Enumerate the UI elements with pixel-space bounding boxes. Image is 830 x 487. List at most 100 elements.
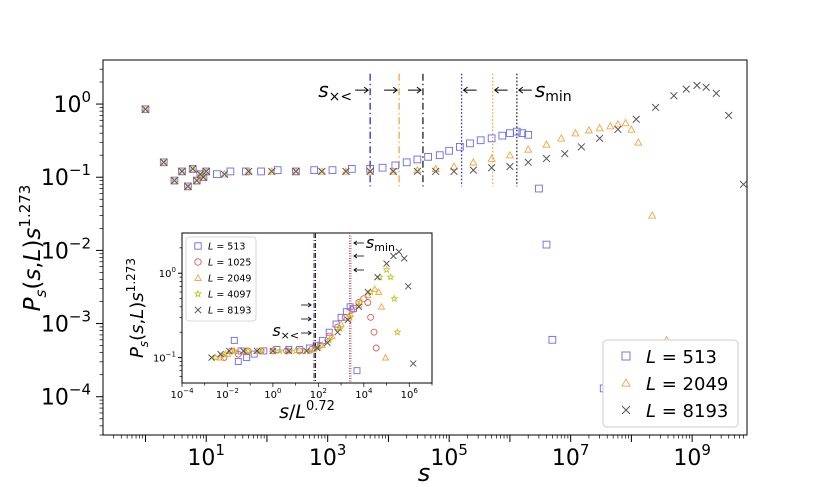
data-point-cross — [614, 125, 622, 134]
data-point-triangle — [291, 167, 301, 175]
data-point-square — [435, 151, 444, 160]
data-point-cross — [188, 165, 197, 173]
inset-data-point-star — [291, 346, 300, 355]
inset-x-tick-label: 106 — [401, 387, 419, 401]
inset-legend-marker-circle — [194, 258, 202, 266]
inset-data-point-cross — [313, 344, 321, 352]
data-point-cross — [268, 167, 276, 176]
inset-data-point-star — [375, 272, 384, 281]
inset-data-point-cross — [383, 260, 390, 267]
data-point-cross — [220, 170, 229, 178]
s-cross-arrow-1-head — [392, 86, 398, 94]
inset-s-cross-arrow-head — [307, 302, 312, 308]
data-point-square — [273, 166, 282, 174]
inset-data-point-circle — [296, 347, 304, 355]
data-point-square — [310, 166, 319, 174]
data-point-triangle — [595, 123, 604, 132]
s-cross-arrow-0-head — [363, 86, 369, 94]
inset-legend: L = 513 L = 1025 L = 2049 L = 4097 L = 8193 — [185, 236, 257, 322]
inset-s-min-arrow-head — [353, 240, 358, 246]
data-point-cross — [739, 180, 748, 189]
inset-data-point-cross — [374, 273, 381, 281]
s-min-arrow-2-head — [518, 86, 524, 94]
legend-marker-triangle — [621, 378, 631, 387]
inset-x-tick-label: 10−2 — [216, 387, 239, 401]
data-point-cross — [595, 134, 604, 143]
data-point-triangle — [192, 176, 201, 184]
inset-data-point-cross — [239, 347, 247, 355]
inset-data-points — [208, 248, 417, 375]
data-point-cross — [431, 167, 440, 176]
data-point-triangle — [524, 145, 533, 153]
x-tick-label: 107 — [552, 441, 590, 471]
inset-data-point-triangle — [216, 353, 225, 361]
inset-data-point-circle — [228, 347, 235, 355]
data-point-triangle — [449, 162, 459, 170]
data-point-cross — [366, 167, 374, 176]
inset-annotations: s×< smin — [272, 233, 395, 342]
inset-data-point-star — [382, 265, 391, 274]
data-point-cross — [693, 81, 701, 90]
legend-label: L = 2049 — [646, 374, 728, 395]
inset-data-point-cross — [285, 347, 293, 355]
main-minor-ticks — [99, 68, 744, 442]
legend-label: L = 513 — [646, 347, 717, 368]
data-point-triangle — [389, 167, 398, 175]
inset-data-point-cross — [269, 347, 277, 355]
inset-data-point-cross — [303, 347, 310, 355]
inset-data-point-square — [230, 336, 238, 344]
svg-text:Ps(s,L)s1.273: Ps(s,L)s1.273 — [16, 185, 50, 312]
inset-data-point-circle — [348, 306, 356, 314]
inset-legend-marker-triangle — [194, 273, 202, 282]
data-point-cross — [524, 158, 532, 167]
inset-data-point-triangle — [298, 346, 307, 354]
inset-legend-label: L = 1025 — [208, 258, 251, 269]
data-point-triangle — [170, 176, 179, 184]
data-point-cross — [702, 83, 710, 91]
x-tick-label: 105 — [430, 441, 468, 471]
data-point-triangle — [317, 167, 326, 175]
data-point-cross — [342, 167, 350, 176]
x-tick-label: 109 — [673, 441, 711, 471]
data-point-triangle — [584, 125, 594, 134]
y-tick-label: 10−4 — [41, 381, 91, 411]
inset-legend-marker-cross — [194, 306, 202, 314]
data-point-triangle — [627, 125, 636, 133]
inset-data-point-circle — [370, 328, 378, 336]
y-tick-label: 10−1 — [41, 161, 91, 191]
data-point-cross — [724, 111, 733, 120]
inset-x-tick-label: 100 — [264, 387, 281, 401]
legend-marker-square — [621, 351, 631, 361]
data-point-square — [413, 155, 422, 164]
inset-legend-box — [185, 236, 257, 322]
inset-data-point-square — [353, 367, 361, 375]
s-min-arrow-0-head — [462, 86, 468, 94]
inset-data-point-triangle — [346, 309, 354, 317]
s-cross-arrow-2-head — [416, 86, 422, 94]
data-point-cross — [184, 182, 192, 191]
inset-x-tick-label: 104 — [355, 387, 373, 401]
inset-data-point-circle — [364, 299, 372, 306]
data-point-cross — [561, 149, 569, 158]
data-point-triangle — [220, 169, 229, 178]
inset-data-point-square — [234, 358, 242, 365]
data-point-cross — [193, 176, 201, 185]
inset-data-point-triangle — [309, 345, 318, 353]
inset-data-point-circle — [372, 344, 380, 352]
inset-legend-label: L = 513 — [208, 242, 245, 253]
data-point-triangle — [557, 134, 566, 142]
data-point-triangle — [267, 167, 276, 175]
data-point-cross — [170, 176, 179, 185]
data-point-cross — [159, 158, 168, 167]
inset-x-tick-label: 10−4 — [170, 387, 194, 401]
inset-data-point-cross — [225, 347, 233, 355]
inset-data-point-square — [312, 341, 320, 349]
inset-legend-label: L = 4097 — [208, 290, 251, 301]
main-x-axis-label: s — [418, 459, 431, 487]
data-point-triangle — [634, 137, 643, 146]
inset-data-point-cross — [324, 339, 331, 347]
data-point-cross — [577, 143, 586, 151]
data-point-square — [328, 166, 337, 174]
inset-s-min-label: smin — [366, 233, 395, 254]
inset-data-point-cross — [208, 354, 215, 361]
